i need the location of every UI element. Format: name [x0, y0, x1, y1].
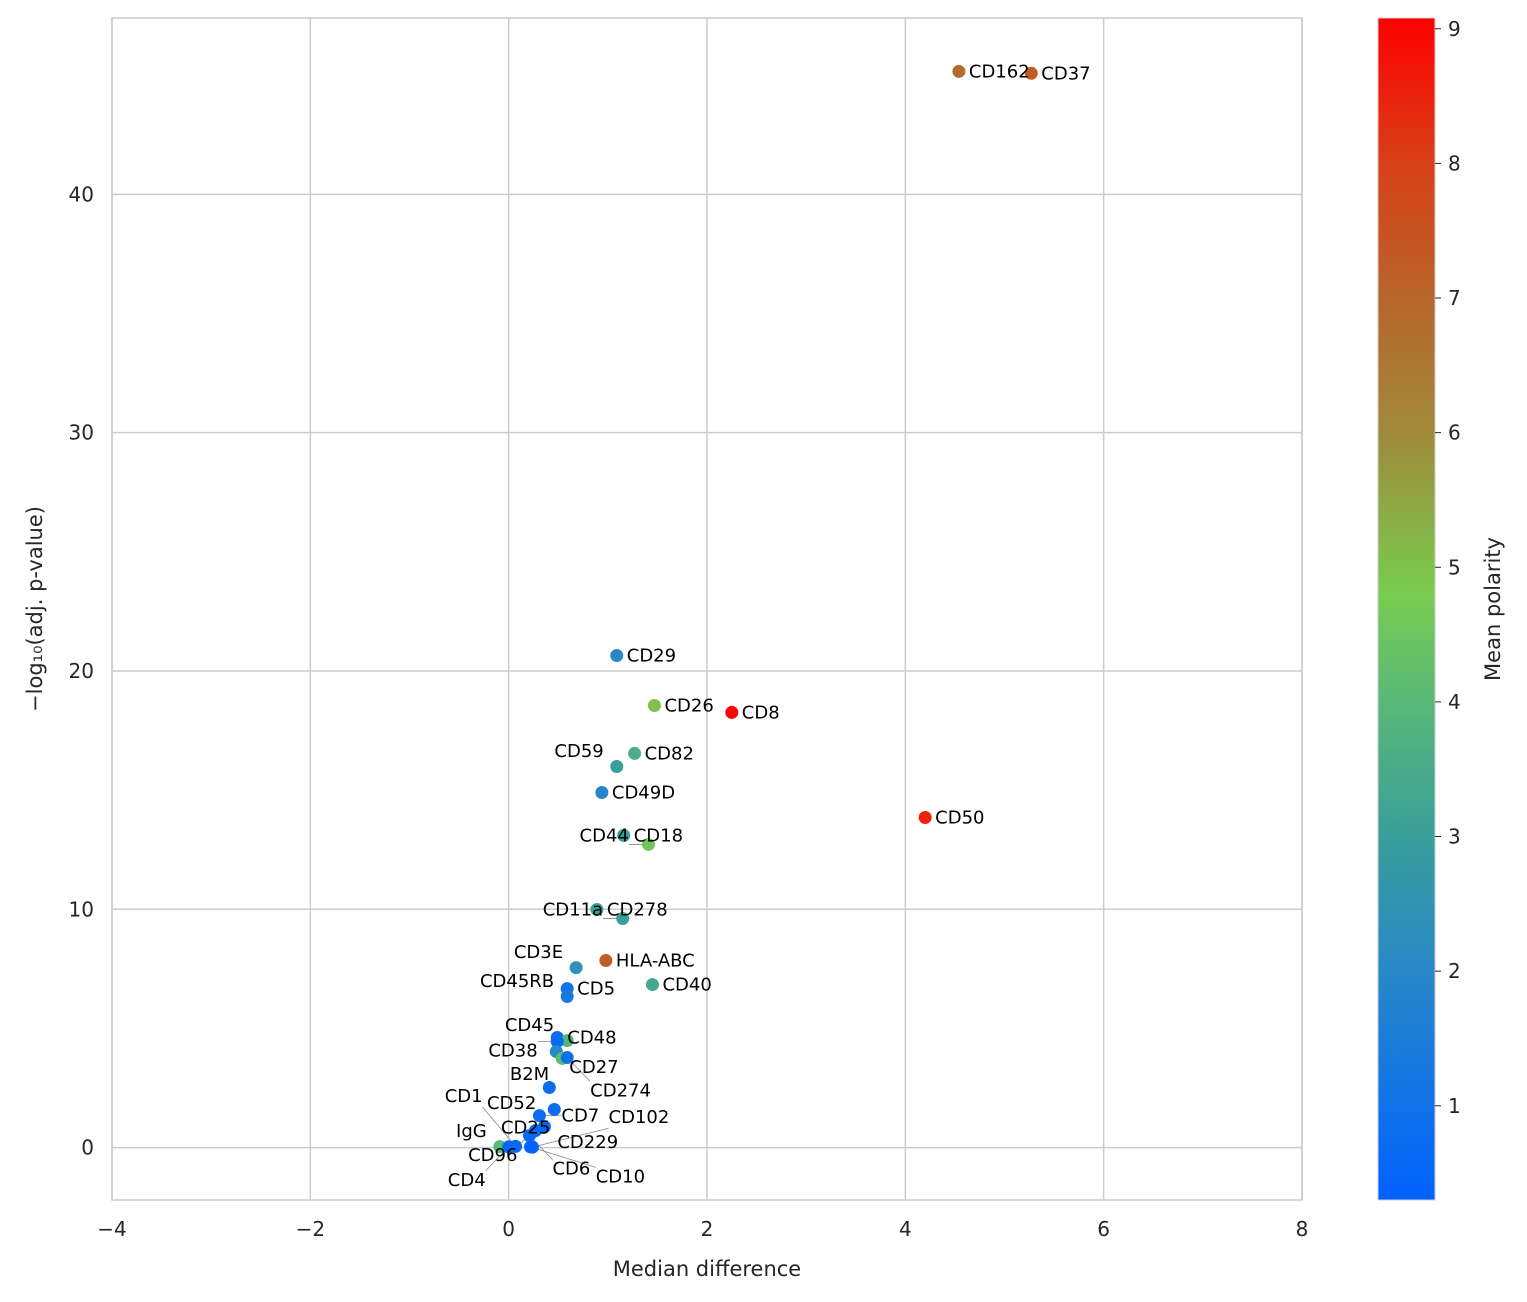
data-point: [542, 1081, 556, 1095]
colorbar-tick-label: 3: [1448, 825, 1461, 849]
colorbar-tick-label: 6: [1448, 421, 1461, 445]
point-label: CD45: [505, 1015, 554, 1036]
point-label: CD25: [501, 1117, 550, 1138]
data-point: [599, 954, 613, 968]
x-tick-label: 2: [701, 1217, 714, 1241]
data-point: [628, 746, 642, 760]
point-label: CD11a: [543, 900, 603, 921]
data-point: [645, 978, 659, 992]
point-label: CD18: [634, 825, 683, 846]
x-axis-label: Median difference: [613, 1257, 801, 1281]
colorbar: [1377, 17, 1436, 1201]
point-label: CD162: [969, 61, 1030, 82]
x-tick-label: 8: [1296, 1217, 1309, 1241]
points: [493, 64, 1038, 1154]
y-axis-label: −log₁₀(adj. p-value): [23, 506, 47, 712]
data-point: [952, 64, 966, 78]
point-label: CD278: [607, 900, 668, 921]
data-point: [610, 648, 624, 662]
point-label: CD40: [662, 975, 711, 996]
data-point: [610, 760, 624, 774]
point-label: CD49D: [612, 782, 675, 803]
colorbar-tick-label: 2: [1448, 959, 1461, 983]
data-point: [569, 961, 583, 975]
point-label: B2M: [510, 1064, 549, 1085]
x-tick-label: −4: [97, 1217, 126, 1241]
point-label: CD29: [627, 645, 676, 666]
y-tick-label: 0: [81, 1136, 94, 1160]
colorbar-tick-label: 8: [1448, 151, 1461, 175]
point-label: CD52: [487, 1093, 536, 1114]
point-label: CD4: [448, 1170, 486, 1191]
point-label: CD27: [569, 1057, 618, 1078]
point-label: CD45RB: [480, 971, 554, 992]
point-label: CD96: [468, 1145, 517, 1166]
colorbar-label: Mean polarity: [1481, 537, 1505, 681]
point-labels: CD162 CD37 CD29 CD26 CD8 CD82 CD59 CD49D CD50 CD1…: [445, 61, 1091, 1190]
label-leader-line: [530, 1146, 596, 1168]
data-point: [550, 1035, 564, 1049]
data-point: [525, 1140, 539, 1154]
x-tick-label: −2: [296, 1217, 325, 1241]
point-label: CD59: [554, 741, 603, 762]
point-label: IgG: [456, 1121, 487, 1142]
colorbar-tick-label: 5: [1448, 555, 1461, 579]
data-point: [522, 1129, 536, 1143]
data-point: [560, 989, 574, 1003]
data-point: [560, 1034, 574, 1048]
point-label: CD102: [609, 1107, 670, 1128]
point-label: CD38: [488, 1041, 537, 1062]
point-label: CD3E: [514, 942, 563, 963]
point-label: CD44: [580, 825, 629, 846]
data-point: [1024, 66, 1038, 80]
data-point: [641, 837, 655, 851]
point-label: CD82: [645, 743, 694, 764]
y-tick-label: 20: [69, 659, 94, 683]
data-point: [509, 1139, 523, 1153]
point-label: CD26: [664, 696, 713, 717]
point-label: CD8: [742, 702, 780, 723]
data-point: [616, 912, 630, 926]
point-label: CD48: [567, 1027, 616, 1048]
point-label: CD229: [557, 1132, 618, 1153]
data-point: [617, 828, 631, 842]
data-point: [918, 811, 932, 825]
point-label: CD7: [561, 1106, 599, 1127]
data-point: [595, 785, 609, 799]
x-tick-label: 0: [502, 1217, 515, 1241]
y-tick-label: 30: [69, 421, 94, 445]
point-label: CD50: [935, 808, 984, 829]
point-label: CD6: [552, 1159, 590, 1180]
y-tick-label: 40: [69, 182, 94, 206]
grid: [111, 18, 1303, 1200]
colorbar-tick-label: 9: [1448, 17, 1461, 41]
point-label: CD37: [1041, 63, 1090, 84]
colorbar-tick-label: 1: [1448, 1094, 1461, 1118]
data-point: [532, 1109, 546, 1123]
data-point: [647, 699, 661, 713]
y-tick-label: 10: [69, 897, 94, 921]
point-label: CD10: [596, 1166, 645, 1187]
data-point: [560, 1050, 574, 1064]
plot-frame: [111, 17, 1303, 1201]
point-label: CD5: [577, 979, 615, 1000]
colorbar-tick-label: 4: [1448, 690, 1461, 714]
x-tick-label: 6: [1097, 1217, 1110, 1241]
colorbar-tick-label: 7: [1448, 286, 1461, 310]
point-label: CD1: [445, 1086, 483, 1107]
data-point: [725, 705, 739, 719]
data-point: [590, 903, 604, 917]
label-leader-line: [482, 1106, 516, 1147]
label-leader-line: [532, 1127, 609, 1148]
point-label: CD274: [590, 1080, 651, 1101]
point-label: HLA-ABC: [616, 951, 695, 972]
data-point: [547, 1102, 561, 1116]
x-tick-label: 4: [899, 1217, 912, 1241]
